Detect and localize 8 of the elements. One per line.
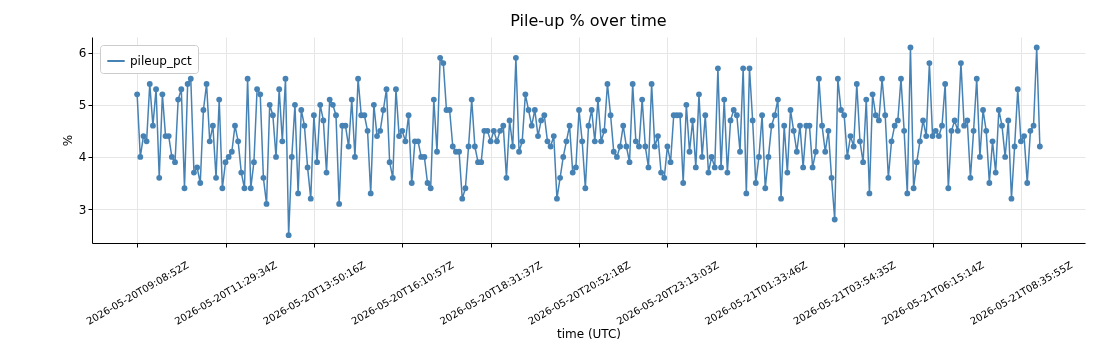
chart-title: Pile-up % over time (510, 11, 667, 30)
y-tick-label: 4 (78, 150, 87, 165)
y-tick-label: 5 (78, 98, 87, 113)
legend-label: pileup_pct (130, 54, 193, 68)
y-tick-label: 6 (78, 46, 87, 61)
y-axis-title: % (60, 134, 75, 147)
y-tick-label: 3 (78, 202, 87, 217)
x-axis-title: time (UTC) (556, 326, 622, 341)
